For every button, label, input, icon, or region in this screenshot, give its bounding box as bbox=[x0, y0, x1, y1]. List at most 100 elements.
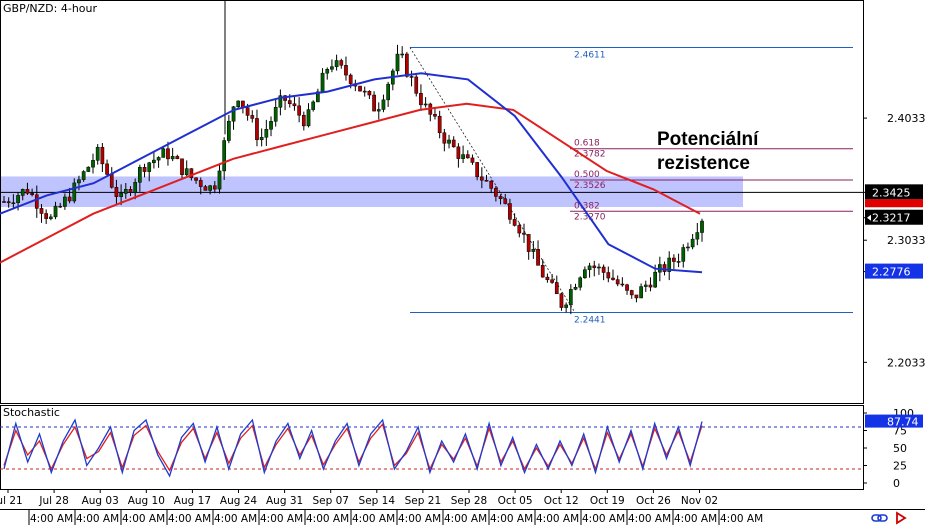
time-label: 4:00 AM bbox=[674, 513, 717, 525]
candle-body bbox=[470, 157, 475, 163]
arrow-right-icon[interactable] bbox=[896, 511, 907, 525]
candle-body bbox=[376, 109, 381, 112]
annotation-line-1: Potenciální bbox=[657, 129, 759, 150]
candle-body bbox=[278, 95, 283, 108]
candle-body bbox=[512, 219, 517, 226]
fib-level-label: 0.618 bbox=[574, 139, 600, 149]
candle-body bbox=[545, 276, 550, 281]
candle-body bbox=[381, 99, 386, 110]
candle-body bbox=[212, 185, 217, 190]
candle-body bbox=[451, 139, 456, 148]
candle-body bbox=[531, 249, 536, 252]
candle-body bbox=[95, 147, 100, 161]
date-label: Oct 05 bbox=[498, 495, 533, 507]
candle-body bbox=[339, 60, 344, 66]
candle-body bbox=[433, 114, 437, 117]
stochastic-title: Stochastic bbox=[3, 406, 60, 419]
link-icon[interactable] bbox=[871, 514, 888, 522]
candle-body bbox=[414, 76, 419, 94]
candle-body bbox=[311, 101, 316, 110]
price-tick-label: 2.4033 bbox=[887, 112, 925, 125]
sma-slow-line bbox=[0, 102, 701, 264]
candle-body bbox=[639, 286, 643, 299]
candle-body bbox=[100, 147, 105, 165]
candle-body bbox=[592, 265, 597, 268]
date-label: Oct 26 bbox=[636, 495, 671, 507]
date-label: Aug 10 bbox=[128, 495, 165, 507]
candle-body bbox=[44, 213, 49, 219]
candle-body bbox=[133, 182, 138, 193]
candle-body bbox=[189, 168, 194, 179]
candle-body bbox=[695, 232, 700, 240]
fib-level-label: 0.500 bbox=[574, 170, 600, 180]
candle-body bbox=[419, 93, 423, 106]
candle-body bbox=[409, 76, 414, 78]
current-price-box bbox=[865, 199, 923, 208]
candle-body bbox=[222, 140, 227, 172]
candle-body bbox=[465, 154, 470, 159]
stoch-tick-label: 75 bbox=[893, 425, 907, 438]
candle-body bbox=[536, 249, 540, 266]
candle-body bbox=[81, 171, 86, 180]
candle-body bbox=[643, 284, 648, 287]
candle-body bbox=[180, 158, 184, 175]
date-label: Sep 21 bbox=[405, 495, 442, 507]
candle-body bbox=[405, 53, 409, 77]
candle-body bbox=[63, 196, 67, 207]
candle-body bbox=[508, 203, 512, 220]
candle-body bbox=[105, 163, 109, 175]
price-level-label: 2.2776 bbox=[872, 266, 911, 279]
candle-body bbox=[367, 90, 372, 96]
candle-body bbox=[6, 201, 11, 204]
candle-body bbox=[320, 72, 325, 93]
candle-body bbox=[292, 103, 297, 107]
candle-body bbox=[358, 85, 362, 92]
sma-fast-line bbox=[0, 72, 703, 274]
candle-body bbox=[161, 148, 166, 158]
candle-body bbox=[676, 261, 681, 263]
candle-body bbox=[334, 60, 339, 67]
candle-body bbox=[700, 220, 704, 233]
candle-body bbox=[67, 196, 72, 202]
candle-body bbox=[597, 266, 601, 269]
candle-body bbox=[175, 156, 180, 160]
candle-body bbox=[123, 189, 128, 194]
candle-body bbox=[287, 100, 292, 105]
candle-body bbox=[301, 114, 306, 127]
candle-body bbox=[634, 294, 639, 299]
candle-body bbox=[611, 277, 615, 280]
date-label: Sep 28 bbox=[451, 495, 488, 507]
candle-body bbox=[484, 179, 489, 182]
candle-body bbox=[166, 148, 170, 160]
candle-body bbox=[629, 290, 634, 296]
candle-body bbox=[330, 66, 334, 70]
time-label: 4:00 AM bbox=[398, 513, 441, 525]
candle-body bbox=[423, 103, 428, 106]
candle-body bbox=[690, 238, 695, 248]
date-label: Sep 07 bbox=[312, 495, 349, 507]
time-label: 4:00 AM bbox=[30, 513, 73, 525]
candle-body bbox=[208, 185, 212, 191]
time-label: 4:00 AM bbox=[444, 513, 487, 525]
date-label: Oct 19 bbox=[590, 495, 625, 507]
candle-body bbox=[568, 289, 573, 306]
time-label: 4:00 AM bbox=[490, 513, 533, 525]
candle-body bbox=[194, 177, 198, 181]
candle-body bbox=[11, 202, 16, 205]
date-label: Oct 12 bbox=[544, 495, 579, 507]
time-label: 4:00 AM bbox=[720, 513, 763, 525]
candle-body bbox=[362, 90, 367, 93]
candle-body bbox=[58, 205, 63, 208]
candle-body bbox=[77, 179, 81, 184]
candle-body bbox=[156, 157, 161, 161]
candle-body bbox=[48, 216, 53, 219]
time-label: 4:00 AM bbox=[628, 513, 671, 525]
date-label: Aug 03 bbox=[82, 495, 119, 507]
date-label: Jul 21 bbox=[0, 495, 23, 507]
candle-body bbox=[672, 257, 676, 262]
date-label: Sep 14 bbox=[359, 495, 396, 507]
candle-body bbox=[325, 68, 330, 74]
candle-body bbox=[250, 115, 255, 119]
price-tick-label: 2.3033 bbox=[887, 234, 925, 247]
candle-body bbox=[72, 182, 77, 202]
